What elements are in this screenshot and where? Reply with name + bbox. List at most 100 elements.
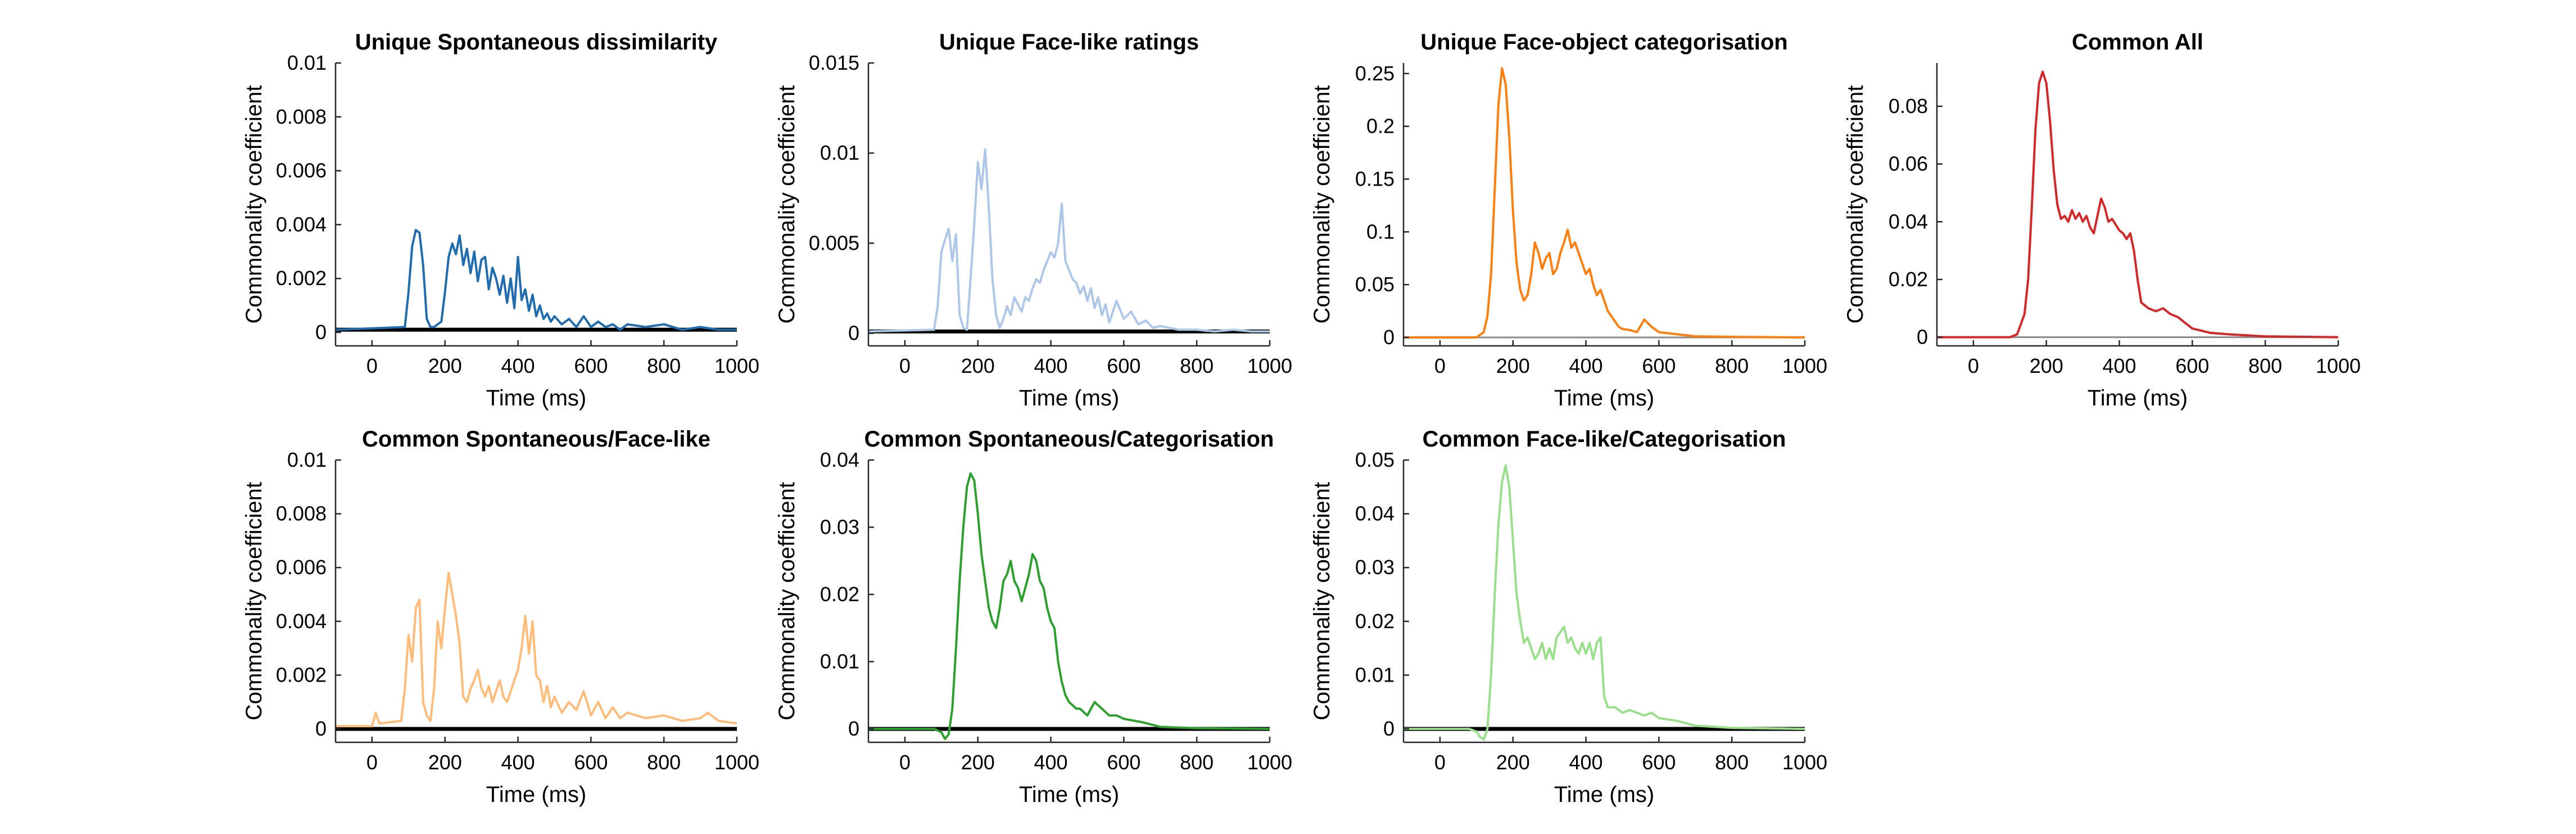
y-tick-label: 0.008	[276, 502, 327, 525]
x-tick-label: 1000	[714, 354, 759, 377]
y-tick-label: 0.01	[820, 650, 859, 673]
y-tick-label: 0.04	[1355, 502, 1395, 525]
x-tick-label: 0	[366, 354, 378, 377]
chart-panel-6: 0 200 400 600 800 100000.010.020.030.04Common…	[775, 427, 1292, 807]
x-axis-label: Time (ms)	[1019, 386, 1119, 411]
x-tick-label: 600	[1107, 354, 1140, 377]
x-tick-label: 800	[2248, 354, 2282, 377]
y-axis-label: Commonality coefficient	[1310, 482, 1334, 720]
y-tick-label: 0.005	[809, 231, 859, 254]
y-tick-label: 0.01	[820, 141, 859, 164]
x-tick-label: 600	[1642, 354, 1676, 377]
y-tick-label: 0	[1383, 717, 1395, 740]
x-tick-label: 200	[428, 751, 462, 774]
x-tick-label: 600	[2175, 354, 2209, 377]
x-tick-label: 200	[2030, 354, 2063, 377]
y-tick-label: 0.25	[1355, 62, 1395, 85]
x-tick-label: 200	[961, 354, 995, 377]
y-tick-label: 0.01	[1355, 663, 1395, 686]
chart-title: Unique Face-object categorisation	[1420, 30, 1787, 55]
x-tick-label: 800	[647, 751, 681, 774]
x-axis-label: Time (ms)	[2088, 386, 2188, 411]
y-tick-label: 0.02	[820, 583, 859, 606]
x-tick-label: 200	[1496, 354, 1530, 377]
x-tick-label: 1000	[1247, 354, 1292, 377]
x-tick-label: 800	[1715, 751, 1749, 774]
chart-title: Unique Face-like ratings	[939, 30, 1199, 55]
y-tick-label: 0.004	[276, 213, 327, 236]
x-axis-label: Time (ms)	[1019, 782, 1119, 807]
y-tick-label: 0.002	[276, 663, 327, 686]
x-tick-label: 1000	[2316, 354, 2361, 377]
chart-panel-5: 0 200 400 600 800 1000 0 0.002 0.004 0.006 0.008 0.…	[242, 427, 759, 807]
y-tick-label: 0	[315, 321, 327, 344]
x-tick-label: 0	[899, 751, 911, 774]
chart-title: Common Face-like/Categorisation	[1423, 427, 1786, 452]
y-tick-label: 0.04	[820, 448, 859, 471]
series-line-1	[335, 229, 737, 331]
x-axis-label: Time (ms)	[486, 782, 586, 807]
y-tick-label: 0.006	[276, 556, 327, 579]
x-tick-label: 400	[2103, 354, 2136, 377]
y-tick-label: 0	[848, 717, 859, 740]
x-tick-label: 200	[1496, 751, 1530, 774]
x-tick-label: 800	[1180, 354, 1214, 377]
series-line-1	[1937, 70, 2339, 339]
y-tick-label: 0.03	[820, 516, 859, 539]
y-tick-label: 0.08	[1889, 94, 1928, 118]
series-line-1	[336, 571, 737, 728]
x-tick-label: 400	[501, 354, 535, 377]
chart-panel-4: 0 200 400 600 800 1000 0 0.02 0.04 0.06 0.08 Common…	[1843, 30, 2361, 411]
y-axis-label: Commonality coefficient	[242, 85, 266, 324]
y-tick-label: 0.02	[1889, 268, 1928, 291]
y-tick-label: 0.004	[276, 610, 327, 633]
y-axis-label: Commonality coefficient	[242, 482, 266, 720]
x-tick-label: 200	[961, 751, 995, 774]
x-tick-label: 400	[1569, 751, 1603, 774]
series-line-1	[868, 148, 1270, 333]
y-tick-label: 0	[1917, 326, 1928, 349]
x-tick-label: 600	[1107, 751, 1140, 774]
chart-panel-3: 0 200 400 600 800 1000 0 0.05 0.1 0.15 0.2 0.25 Uniq…	[1310, 30, 1827, 411]
y-tick-label: 0.15	[1355, 167, 1395, 190]
y-tick-label: 0.1	[1366, 220, 1395, 243]
x-tick-label: 400	[1569, 354, 1603, 377]
y-tick-label: 0.04	[1889, 210, 1928, 233]
y-tick-label: 0.006	[276, 159, 327, 182]
y-tick-label: 0.015	[809, 51, 859, 74]
y-tick-label: 0.05	[1355, 273, 1395, 296]
x-tick-label: 600	[574, 751, 608, 774]
x-tick-label: 200	[428, 354, 462, 377]
series-line-1	[1404, 67, 1805, 339]
chart-panel-7: 0 200 400 600 800 1000 0 0.01 0.02 0.03 0.04 0.05 Co…	[1310, 427, 1827, 807]
x-axis-label: Time (ms)	[1554, 386, 1654, 411]
y-tick-label: 0	[1383, 326, 1395, 349]
chart-title: Common All	[2072, 30, 2203, 55]
x-tick-label: 0	[1434, 354, 1446, 377]
x-tick-label: 400	[1034, 751, 1068, 774]
y-tick-label: 0.008	[276, 105, 327, 128]
x-tick-label: 1000	[1782, 751, 1827, 774]
x-axis-label: Time (ms)	[1554, 782, 1654, 807]
x-tick-label: 0	[1434, 751, 1446, 774]
y-tick-label: 0	[848, 322, 859, 345]
x-tick-label: 0	[899, 354, 911, 377]
x-axis-label: Time (ms)	[486, 386, 586, 411]
y-axis-label: Commonality coefficient	[1843, 85, 1868, 324]
x-tick-label: 400	[1034, 354, 1068, 377]
x-tick-label: 1000	[714, 751, 759, 774]
x-tick-label: 800	[1180, 751, 1214, 774]
y-tick-label: 0.2	[1366, 115, 1395, 138]
x-tick-label: 0	[1968, 354, 1979, 377]
series-line-1	[1404, 464, 1805, 741]
y-tick-label: 0.01	[287, 51, 327, 74]
y-tick-label: 0.002	[276, 267, 327, 290]
x-tick-label: 400	[501, 751, 535, 774]
y-tick-label: 0.03	[1355, 556, 1395, 579]
y-axis-label: Commonality coefficient	[775, 85, 799, 324]
x-tick-label: 1000	[1782, 354, 1827, 377]
x-tick-label: 600	[574, 354, 608, 377]
chart-panel-2: 0 200 400 600 800 1000 0 0.005 0.01 0.015 Unique F…	[775, 30, 1292, 411]
x-tick-label: 0	[366, 751, 378, 774]
y-tick-label: 0.01	[287, 448, 327, 471]
